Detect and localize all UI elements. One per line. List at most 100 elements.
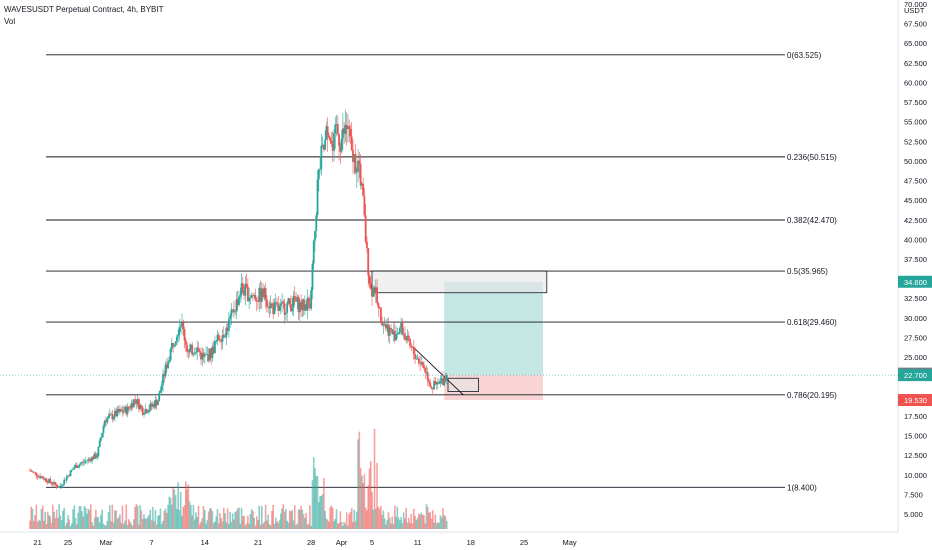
volume-bar bbox=[383, 518, 386, 529]
volume-bar bbox=[326, 519, 329, 529]
candle-body bbox=[438, 383, 441, 384]
candle-body bbox=[224, 337, 226, 338]
volume-bar bbox=[369, 461, 372, 529]
candle-body bbox=[36, 475, 39, 477]
candle-body bbox=[40, 476, 43, 478]
candle-body bbox=[431, 388, 434, 390]
volume-bar bbox=[186, 489, 188, 529]
volume-bar bbox=[131, 525, 134, 529]
volume-bar bbox=[198, 524, 201, 529]
volume-bar bbox=[434, 514, 437, 529]
candle-body bbox=[417, 358, 420, 364]
fib-level-label: 1(8.400) bbox=[787, 483, 817, 492]
volume-bar bbox=[103, 525, 106, 529]
volume-bar bbox=[293, 505, 296, 529]
volume-bar bbox=[177, 482, 179, 529]
candle-body bbox=[86, 460, 88, 462]
candle-body bbox=[44, 478, 47, 480]
volume-bar bbox=[342, 525, 344, 529]
volume-bar bbox=[36, 521, 39, 529]
volume-bar bbox=[371, 492, 373, 529]
candle-body bbox=[267, 306, 270, 308]
candle-body bbox=[102, 426, 105, 433]
candle-body bbox=[141, 407, 144, 415]
volume-bar bbox=[128, 519, 130, 529]
price-tick-label: 7.500 bbox=[904, 490, 923, 499]
candle-body bbox=[120, 409, 123, 411]
volume-bar bbox=[179, 491, 182, 529]
volume-bar bbox=[229, 511, 231, 529]
candle-body bbox=[426, 372, 429, 381]
volume-bar bbox=[135, 504, 138, 529]
candle-body bbox=[406, 335, 409, 341]
candle-body bbox=[187, 351, 190, 353]
volume-bar bbox=[68, 519, 71, 529]
volume-bar bbox=[277, 522, 280, 529]
volume-bar bbox=[331, 507, 334, 529]
candle-body bbox=[350, 136, 353, 150]
volume-bar bbox=[366, 510, 368, 529]
volume-bar bbox=[78, 506, 81, 529]
candle-body bbox=[301, 299, 304, 310]
volume-bar bbox=[267, 514, 269, 529]
candle-body bbox=[354, 154, 357, 173]
candle-body bbox=[54, 482, 57, 485]
volume-bar bbox=[305, 513, 307, 529]
volume-bar bbox=[420, 512, 423, 529]
candle-body bbox=[64, 479, 67, 481]
volume-bar bbox=[44, 511, 46, 529]
price-tick-label: 57.500 bbox=[904, 98, 927, 107]
time-tick-label: May bbox=[563, 538, 577, 547]
volume-bar bbox=[214, 521, 216, 529]
candle-body bbox=[241, 283, 244, 291]
volume-bar bbox=[221, 521, 224, 529]
volume-bar bbox=[155, 524, 158, 529]
volume-bar bbox=[319, 496, 321, 529]
volume-bar bbox=[191, 515, 193, 529]
candle-body bbox=[186, 344, 188, 352]
candle-body bbox=[29, 470, 31, 471]
volume-bar bbox=[385, 524, 387, 529]
candle-body bbox=[381, 321, 384, 326]
volume-bar bbox=[362, 483, 364, 529]
volume-bar bbox=[162, 520, 164, 529]
candle-body bbox=[248, 297, 251, 302]
volume-bar bbox=[217, 523, 220, 529]
time-tick-label: 5 bbox=[370, 538, 374, 547]
candle-body bbox=[368, 275, 371, 284]
volume-bar bbox=[48, 515, 50, 529]
volume-bar bbox=[220, 518, 223, 529]
volume-bar bbox=[304, 517, 306, 529]
volume-bar bbox=[320, 495, 323, 529]
time-tick-label: 25 bbox=[520, 538, 528, 547]
candle-body bbox=[412, 347, 415, 355]
candle-body bbox=[111, 413, 114, 420]
candle-body bbox=[207, 354, 210, 361]
candle-body bbox=[69, 470, 72, 476]
candle-body bbox=[246, 286, 249, 302]
volume-bar bbox=[196, 517, 198, 529]
candle-body bbox=[129, 408, 131, 409]
candle-body bbox=[179, 326, 182, 328]
candle-body bbox=[302, 299, 305, 311]
volume-bar bbox=[136, 505, 139, 529]
volume-bar bbox=[157, 516, 159, 529]
volume-bar bbox=[141, 518, 144, 529]
price-tick-label: 55.000 bbox=[904, 118, 927, 127]
candle-body bbox=[127, 406, 130, 409]
candle-body bbox=[206, 354, 209, 355]
volume-bar bbox=[391, 516, 394, 529]
volume-bar bbox=[432, 510, 434, 529]
candle-body bbox=[369, 283, 372, 289]
volume-bar bbox=[249, 514, 252, 529]
volume-bar bbox=[163, 510, 166, 529]
candle-body bbox=[321, 144, 324, 146]
volume-bar bbox=[334, 518, 337, 529]
candle-body bbox=[53, 482, 55, 485]
candle-body bbox=[78, 464, 81, 467]
volume-bar bbox=[243, 515, 245, 529]
volume-indicator-label[interactable]: Vol bbox=[4, 17, 16, 26]
candle-body bbox=[225, 327, 228, 338]
time-tick-label: Apr bbox=[336, 538, 348, 547]
